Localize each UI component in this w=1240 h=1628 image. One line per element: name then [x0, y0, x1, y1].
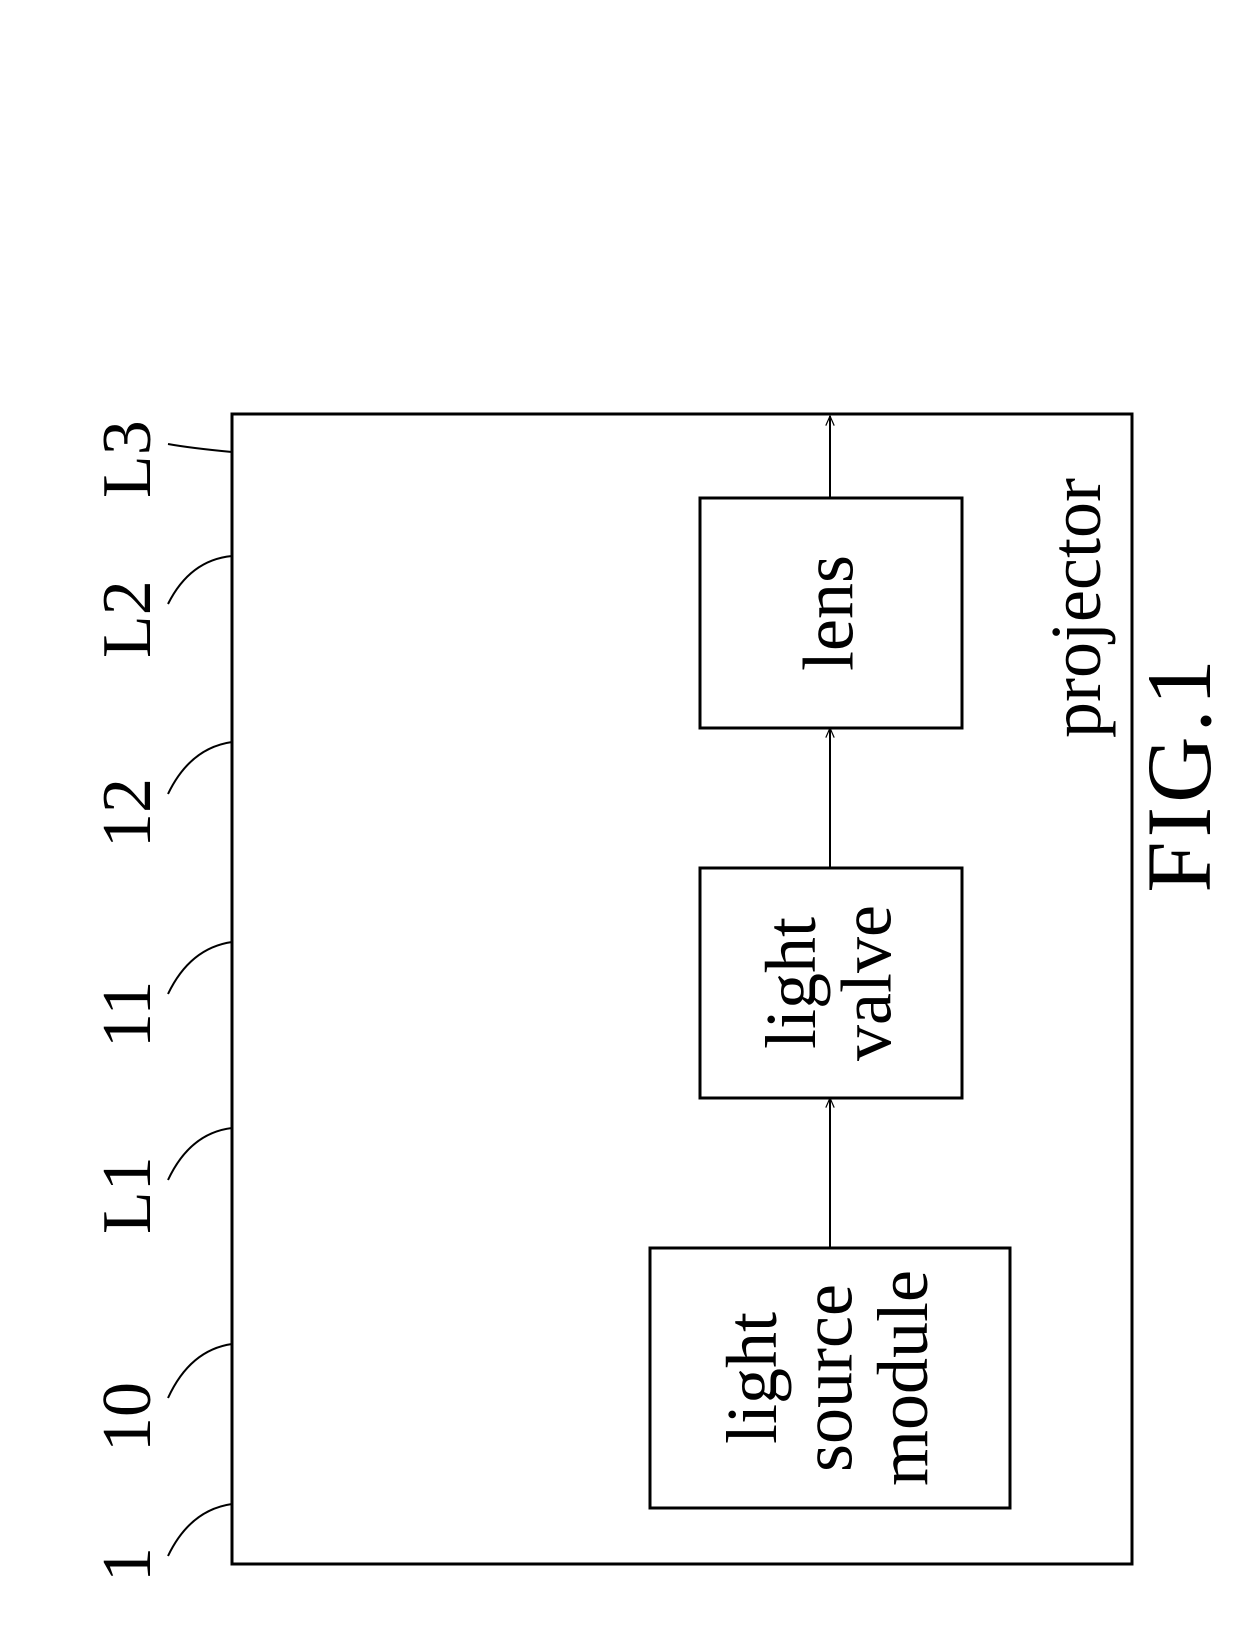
projector-label: projector	[1036, 478, 1116, 738]
figure-label: FIG.1	[1128, 655, 1230, 892]
diagram-root: projector1lightsourcemodule10lightvalve1…	[89, 414, 1230, 1582]
ref-L3: L3	[89, 420, 166, 498]
projector-box	[232, 414, 1132, 1564]
lead-10	[168, 1344, 232, 1398]
lead-L1	[168, 1128, 232, 1180]
ref-11: 11	[89, 981, 166, 1048]
lens-label: lens	[789, 555, 869, 671]
lead-1	[168, 1504, 232, 1556]
lead-12	[168, 742, 232, 794]
light-source-module-label: source	[788, 1284, 868, 1472]
ref-1: 1	[89, 1547, 166, 1582]
light-valve-label: valve	[826, 905, 906, 1061]
lead-11	[168, 942, 232, 994]
light-source-module-label: light	[712, 1312, 792, 1444]
ref-10: 10	[89, 1382, 166, 1452]
light-valve-label: light	[751, 917, 831, 1049]
light-source-module-label: module	[863, 1270, 943, 1486]
ref-L1: L1	[89, 1156, 166, 1234]
ref-L2: L2	[89, 580, 166, 658]
ref-12: 12	[89, 778, 166, 848]
lead-L2	[168, 556, 232, 604]
lead-L3	[168, 444, 232, 452]
